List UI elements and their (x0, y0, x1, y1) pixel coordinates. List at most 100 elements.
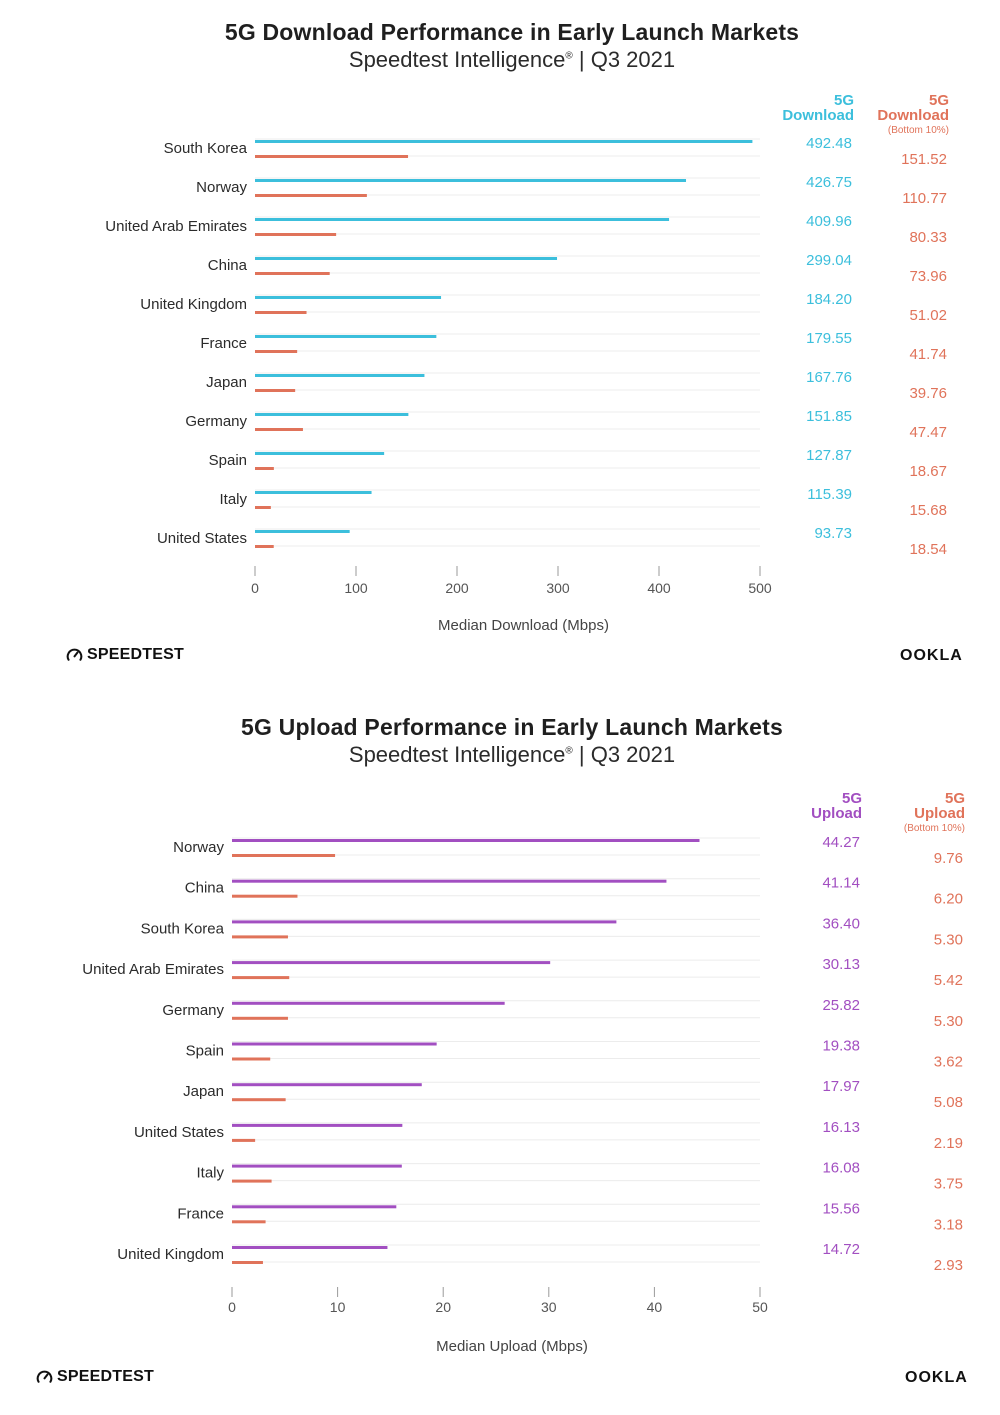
gauge-icon (66, 648, 83, 661)
download-bottom10-bar (255, 545, 274, 548)
download-category-label: United States (157, 530, 247, 547)
download-bottom10-value-label: 151.52 (901, 151, 947, 168)
download-tick-label: 300 (546, 580, 570, 596)
upload-bar (232, 1123, 403, 1127)
download-category-label: China (208, 257, 248, 274)
download-category-label: Japan (206, 374, 247, 391)
upload-bottom10-value-label: 6.20 (934, 891, 963, 908)
upload-primary-header-line1: 5G (842, 790, 862, 807)
upload-bottom10-bar (232, 976, 290, 980)
download-chart-panel: 5G Download Performance in Early Launch … (0, 0, 1000, 690)
gauge-icon (36, 1370, 53, 1383)
download-category-label: United Kingdom (140, 296, 247, 313)
upload-bottom10-value-label: 2.19 (934, 1135, 963, 1152)
upload-bottom10-bar (232, 1098, 286, 1102)
download-value-label: 151.85 (806, 408, 852, 425)
download-bar (255, 218, 670, 221)
upload-bottom10-value-label: 5.30 (934, 1013, 963, 1030)
upload-bar (232, 1205, 397, 1209)
download-bottom10-bar (255, 428, 303, 431)
upload-value-label: 36.40 (822, 915, 860, 932)
download-bottom10-value-label: 41.74 (909, 346, 947, 363)
download-chart-title: 5G Download Performance in Early Launch … (224, 19, 800, 45)
upload-bar (232, 879, 667, 883)
download-tick-label: 200 (445, 580, 469, 596)
upload-bottom10-value-label: 3.62 (934, 1054, 963, 1071)
download-category-label: France (200, 335, 247, 352)
upload-bottom10-header-line1: 5G (945, 790, 965, 807)
download-bottom10-value-label: 39.76 (909, 385, 947, 402)
upload-bar (232, 1246, 388, 1249)
upload-value-label: 30.13 (822, 956, 860, 973)
upload-category-label: United States (134, 1124, 224, 1141)
upload-chart-panel: 5G Upload Performance in Early Launch Ma… (0, 695, 1000, 1415)
upload-bottom10-value-label: 9.76 (934, 850, 963, 867)
download-bar (255, 257, 558, 260)
upload-value-label: 44.27 (822, 834, 860, 851)
upload-value-label: 19.38 (822, 1038, 860, 1055)
upload-bar (232, 1083, 422, 1087)
upload-chart-subtitle: Speedtest Intelligence® | Q3 2021 (348, 742, 676, 767)
download-bar (255, 335, 437, 338)
download-bottom10-value-label: 80.33 (909, 229, 947, 246)
download-value-label: 93.73 (814, 525, 852, 542)
download-bottom10-header-line2: Download (877, 107, 949, 124)
download-bottom10-value-label: 73.96 (909, 268, 947, 285)
upload-tick-label: 0 (228, 1299, 236, 1315)
upload-tick-label: 10 (330, 1299, 346, 1315)
upload-category-label: France (177, 1205, 224, 1222)
ookla-logo: OOKLA (900, 647, 963, 664)
upload-bottom10-value-label: 5.42 (934, 972, 963, 989)
upload-value-label: 17.97 (822, 1078, 860, 1095)
upload-bottom10-bar (232, 1179, 272, 1183)
upload-bottom10-value-label: 5.30 (934, 931, 963, 948)
upload-bottom10-bar (232, 854, 336, 857)
download-bottom10-bar (255, 272, 330, 275)
download-tick-label: 400 (647, 580, 671, 596)
download-value-label: 115.39 (807, 486, 852, 503)
speedtest-logo-text: SPEEDTEST (87, 646, 184, 663)
download-bottom10-bar (255, 233, 337, 236)
upload-bottom10-value-label: 3.18 (934, 1216, 963, 1233)
upload-tick-label: 50 (752, 1299, 768, 1315)
upload-bottom10-value-label: 2.93 (934, 1257, 963, 1274)
download-category-label: Italy (219, 491, 247, 508)
download-bar (255, 179, 687, 182)
download-bottom10-bar (255, 155, 409, 158)
download-bar (255, 296, 442, 299)
upload-bottom10-value-label: 3.75 (934, 1176, 963, 1193)
upload-category-label: Spain (186, 1043, 224, 1060)
upload-bar (232, 839, 700, 842)
download-value-label: 409.96 (806, 213, 852, 230)
download-value-label: 167.76 (806, 369, 852, 386)
download-value-label: 179.55 (806, 330, 852, 347)
upload-primary-header-line2: Upload (811, 805, 862, 822)
upload-value-label: 41.14 (822, 875, 860, 892)
download-bottom10-header-line1: 5G (929, 92, 949, 109)
speedtest-logo: SPEEDTEST (66, 646, 184, 664)
upload-category-label: South Korea (141, 920, 225, 937)
upload-bottom10-bar (232, 1016, 288, 1020)
upload-bar (232, 1164, 402, 1168)
upload-chart-title: 5G Upload Performance in Early Launch Ma… (241, 714, 783, 740)
download-bottom10-value-label: 51.02 (909, 307, 947, 324)
upload-bottom10-bar (232, 1261, 263, 1264)
download-bottom10-bar (255, 350, 298, 353)
download-bottom10-bar (255, 311, 307, 314)
download-tick-label: 500 (748, 580, 772, 596)
download-chart-subtitle: Speedtest Intelligence® | Q3 2021 (348, 47, 676, 72)
upload-tick-label: 30 (541, 1299, 557, 1315)
upload-bottom10-header-line2: Upload (914, 805, 965, 822)
upload-category-label: United Arab Emirates (82, 961, 224, 978)
download-bar (255, 530, 350, 533)
upload-bar (232, 961, 551, 965)
download-category-label: Norway (196, 179, 247, 196)
upload-tick-label: 20 (435, 1299, 451, 1315)
upload-bottom10-bar (232, 894, 298, 898)
upload-bottom10-value-label: 5.08 (934, 1094, 963, 1111)
download-category-label: South Korea (164, 140, 248, 157)
upload-tick-label: 40 (647, 1299, 663, 1315)
upload-bottom10-bar (232, 1057, 271, 1061)
download-bottom10-bar (255, 506, 271, 509)
download-category-label: United Arab Emirates (105, 218, 247, 235)
